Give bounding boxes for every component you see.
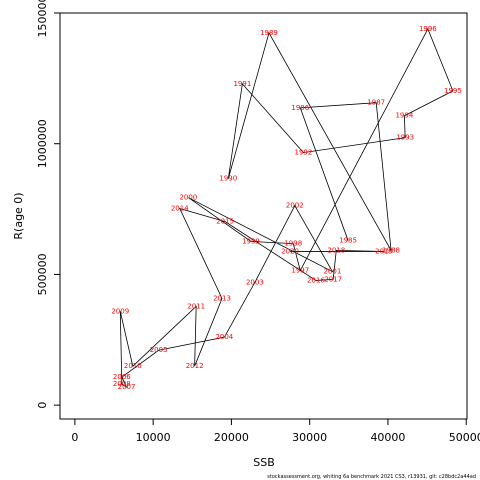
plot-frame: [59, 12, 468, 420]
footer: stockassessment.org, whiting 6a benchmar…: [267, 474, 476, 480]
year-point: 2018: [327, 246, 345, 254]
year-point: 2019: [375, 247, 393, 255]
year-point: 2013: [213, 294, 231, 302]
y-tick-label: 0: [36, 402, 49, 409]
x-tick-label: 0: [71, 431, 78, 444]
year-point: 1999: [242, 237, 260, 245]
x-tick-label: 10000: [136, 431, 171, 444]
year-point: 2000: [179, 194, 197, 202]
year-point: 1997: [291, 267, 309, 275]
year-point: 1990: [219, 175, 237, 183]
year-point: 2010: [124, 362, 142, 370]
year-point: 2007: [118, 383, 136, 391]
year-point: 2005: [150, 346, 168, 354]
year-point: 1993: [396, 134, 414, 142]
x-tick-label: 20000: [214, 431, 249, 444]
y-tick-label: 500000: [36, 253, 49, 295]
year-point: 2002: [286, 202, 304, 210]
year-point: 1992: [295, 149, 313, 157]
x-axis-label: SSB: [253, 456, 275, 469]
year-point: 2009: [111, 307, 129, 315]
year-point: 1988: [382, 246, 400, 254]
year-point: 2016: [307, 276, 325, 284]
year-point: 1987: [367, 99, 385, 107]
year-point: 2017: [324, 275, 342, 283]
year-point: 2004: [215, 333, 233, 341]
year-point: 2008: [113, 380, 131, 388]
year-point: 2015: [216, 218, 234, 226]
y-axis-label: R(age 0): [12, 192, 25, 239]
year-point: 1995: [444, 87, 462, 95]
year-point: 2006: [113, 373, 131, 381]
y-tick-label: 1000000: [36, 119, 49, 168]
year-point: 2003: [246, 278, 264, 286]
year-point: 1994: [395, 112, 413, 120]
year-point: 2001: [323, 268, 341, 276]
year-point: 2014: [171, 205, 189, 213]
year-point: 1998: [284, 240, 302, 248]
year-point: 2011: [187, 302, 205, 310]
x-tick-label: 40000: [370, 431, 405, 444]
x-tick-label: 30000: [292, 431, 327, 444]
year-point: 2012: [186, 362, 204, 370]
y-tick-label: 1500000: [36, 0, 49, 38]
year-point: 2020: [281, 247, 299, 255]
year-point: 1996: [419, 25, 437, 33]
year-point: 1985: [339, 236, 357, 244]
x-tick-label: 50000: [449, 431, 480, 444]
year-point: 1991: [233, 80, 251, 88]
year-point: 1986: [291, 104, 309, 112]
year-point: 1989: [260, 29, 278, 37]
trajectory-line: [119, 27, 454, 389]
